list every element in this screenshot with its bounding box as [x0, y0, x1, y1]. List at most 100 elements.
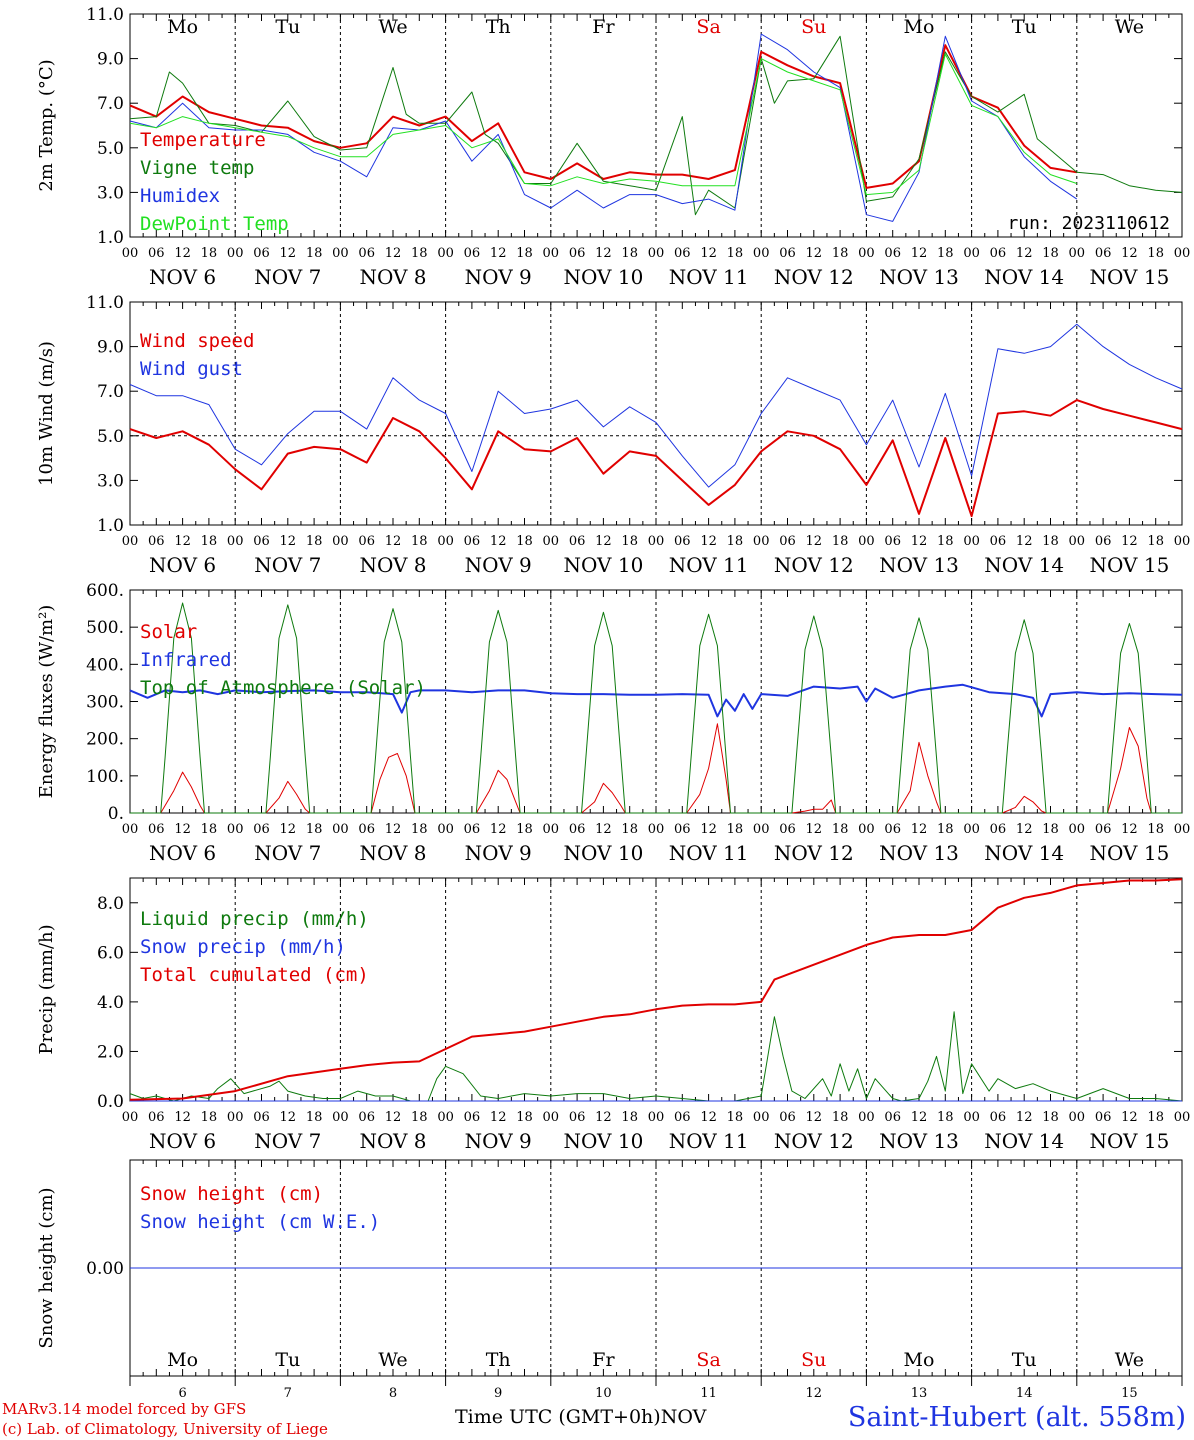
- hour-tick-label: 06: [779, 246, 796, 261]
- hour-tick-label: 12: [700, 822, 717, 837]
- hour-tick-label: 00: [963, 1110, 980, 1125]
- hour-tick-label: 12: [490, 822, 507, 837]
- hour-tick-label: 06: [253, 822, 270, 837]
- hour-tick-label: 00: [437, 822, 454, 837]
- series-line-dewpoint-temp: [129, 53, 1077, 196]
- legend-entry: DewPoint Temp: [140, 213, 289, 235]
- y-tick-label: 4.0: [97, 993, 124, 1013]
- weekday-label: Fr: [592, 16, 615, 38]
- hour-tick-label: 06: [779, 822, 796, 837]
- series-line-vigne-temp: [129, 35, 1183, 216]
- series-line-infrared: [129, 683, 1183, 718]
- hour-tick-label: 12: [280, 1110, 297, 1125]
- hour-tick-label: 00: [1069, 822, 1086, 837]
- hour-tick-label: 00: [1174, 1110, 1191, 1125]
- series-line-top-of-atmosphere-solar-: [130, 602, 1182, 814]
- day-label: NOV 8: [359, 1129, 426, 1153]
- hour-tick-label: 12: [1016, 822, 1033, 837]
- legend-entry: Vigne temp: [140, 157, 254, 179]
- hour-tick-label: 00: [648, 822, 665, 837]
- hour-tick-label: 06: [674, 822, 691, 837]
- hour-tick-label: 18: [727, 534, 744, 549]
- weekday-label: Sa: [696, 16, 720, 38]
- legend-entry: Wind speed: [140, 330, 254, 352]
- legend-entry: Infrared: [140, 649, 232, 671]
- hour-tick-label: 12: [1121, 1110, 1138, 1125]
- hour-tick-label: 18: [1147, 534, 1164, 549]
- day-number-label: 15: [1121, 1386, 1138, 1401]
- hour-tick-label: 06: [674, 246, 691, 261]
- hour-tick-label: 12: [806, 1110, 823, 1125]
- hour-tick-label: 18: [1042, 822, 1059, 837]
- day-label: NOV 14: [984, 265, 1064, 289]
- hour-tick-label: 00: [858, 246, 875, 261]
- hour-tick-label: 18: [937, 246, 954, 261]
- hour-tick-label: 06: [990, 246, 1007, 261]
- hour-tick-label: 00: [1174, 534, 1191, 549]
- day-label: NOV 14: [984, 841, 1064, 865]
- model-credit-line: MARv3.14 model forced by GFS: [2, 1400, 247, 1418]
- day-number-label: 14: [1016, 1386, 1033, 1401]
- hour-tick-label: 06: [1095, 534, 1112, 549]
- hour-tick-label: 18: [411, 534, 428, 549]
- hour-tick-label: 00: [1174, 822, 1191, 837]
- hour-tick-label: 00: [648, 534, 665, 549]
- hour-tick-label: 00: [753, 822, 770, 837]
- hour-tick-label: 18: [411, 246, 428, 261]
- y-tick-label: 6.0: [97, 943, 124, 963]
- hour-tick-label: 00: [753, 1110, 770, 1125]
- weekday-label: Tu: [275, 1349, 300, 1371]
- hour-tick-label: 06: [1095, 1110, 1112, 1125]
- hour-tick-label: 00: [543, 1110, 560, 1125]
- y-tick-label: 5.0: [97, 139, 124, 159]
- hour-tick-label: 06: [779, 1110, 796, 1125]
- y-tick-label: 500.: [86, 618, 124, 638]
- y-tick-label: 2.0: [97, 1042, 124, 1062]
- hour-tick-label: 06: [674, 1110, 691, 1125]
- y-tick-label: 3.0: [97, 471, 124, 491]
- hour-tick-label: 06: [884, 822, 901, 837]
- hour-tick-label: 18: [411, 1110, 428, 1125]
- hour-tick-label: 12: [1121, 534, 1138, 549]
- hour-tick-label: 18: [621, 246, 638, 261]
- weekday-label: We: [378, 1349, 407, 1371]
- series-line-solar: [130, 723, 1182, 814]
- y-tick-label: 11.0: [86, 5, 124, 25]
- y-tick-label: 11.0: [86, 293, 124, 313]
- hour-tick-label: 12: [490, 534, 507, 549]
- hour-tick-label: 12: [280, 246, 297, 261]
- weekday-label: Tu: [1012, 1349, 1037, 1371]
- y-axis-label: 10m Wind (m/s): [36, 341, 57, 486]
- hour-tick-label: 06: [358, 534, 375, 549]
- hour-tick-label: 00: [332, 534, 349, 549]
- hour-tick-label: 18: [201, 822, 218, 837]
- y-tick-label: 9.0: [97, 338, 124, 358]
- day-label: NOV 12: [774, 841, 854, 865]
- hour-tick-label: 18: [621, 1110, 638, 1125]
- day-label: NOV 10: [564, 841, 644, 865]
- day-label: NOV 9: [465, 553, 532, 577]
- legend-entry: Liquid precip (mm/h): [140, 908, 369, 930]
- hour-tick-label: 12: [911, 246, 928, 261]
- series-line-total-cumulated-cm-: [129, 878, 1183, 1101]
- hour-tick-label: 12: [806, 822, 823, 837]
- hour-tick-label: 12: [1121, 246, 1138, 261]
- day-label: NOV 10: [564, 553, 644, 577]
- y-axis-label: 2m Temp. (°C): [36, 59, 57, 191]
- hour-tick-label: 00: [1174, 246, 1191, 261]
- day-label: NOV 13: [879, 841, 959, 865]
- hour-tick-label: 18: [201, 246, 218, 261]
- hour-tick-label: 12: [911, 822, 928, 837]
- day-number-label: 10: [595, 1386, 612, 1401]
- hour-tick-label: 06: [358, 822, 375, 837]
- hour-tick-label: 06: [358, 246, 375, 261]
- hour-tick-label: 06: [569, 822, 586, 837]
- day-label: NOV 13: [879, 553, 959, 577]
- hour-tick-label: 00: [122, 246, 139, 261]
- hour-tick-label: 12: [595, 822, 612, 837]
- y-tick-label: 5.0: [97, 427, 124, 447]
- hour-tick-label: 00: [437, 1110, 454, 1125]
- x-axis-month: NOV: [660, 1406, 707, 1428]
- hour-tick-label: 00: [332, 246, 349, 261]
